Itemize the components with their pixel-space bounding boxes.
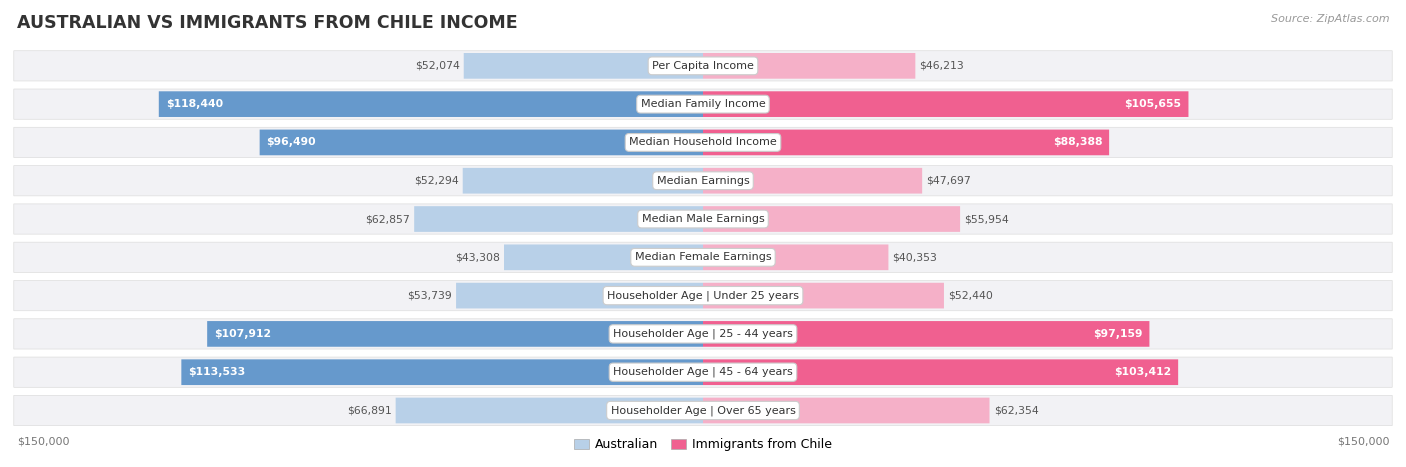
Text: Householder Age | 45 - 64 years: Householder Age | 45 - 64 years (613, 367, 793, 377)
Text: $150,000: $150,000 (1337, 436, 1389, 446)
Text: $113,533: $113,533 (188, 367, 246, 377)
FancyBboxPatch shape (456, 283, 703, 309)
Text: AUSTRALIAN VS IMMIGRANTS FROM CHILE INCOME: AUSTRALIAN VS IMMIGRANTS FROM CHILE INCO… (17, 14, 517, 32)
Text: $52,294: $52,294 (413, 176, 458, 186)
FancyBboxPatch shape (703, 53, 915, 79)
FancyBboxPatch shape (415, 206, 703, 232)
Text: Per Capita Income: Per Capita Income (652, 61, 754, 71)
Text: $40,353: $40,353 (893, 252, 938, 262)
Text: $47,697: $47,697 (927, 176, 972, 186)
Text: $150,000: $150,000 (17, 436, 69, 446)
Text: $105,655: $105,655 (1125, 99, 1181, 109)
FancyBboxPatch shape (503, 244, 703, 270)
Text: Median Household Income: Median Household Income (628, 137, 778, 148)
Text: $55,954: $55,954 (965, 214, 1010, 224)
Text: $62,354: $62,354 (994, 405, 1039, 416)
FancyBboxPatch shape (703, 91, 1188, 117)
Text: Median Family Income: Median Family Income (641, 99, 765, 109)
FancyBboxPatch shape (14, 319, 1392, 349)
Text: $43,308: $43,308 (456, 252, 501, 262)
FancyBboxPatch shape (703, 168, 922, 194)
Text: Householder Age | Over 65 years: Householder Age | Over 65 years (610, 405, 796, 416)
Text: Householder Age | 25 - 44 years: Householder Age | 25 - 44 years (613, 329, 793, 339)
FancyBboxPatch shape (207, 321, 703, 347)
FancyBboxPatch shape (14, 204, 1392, 234)
Text: Median Earnings: Median Earnings (657, 176, 749, 186)
Text: $52,440: $52,440 (948, 290, 993, 301)
FancyBboxPatch shape (703, 129, 1109, 156)
Text: $62,857: $62,857 (366, 214, 411, 224)
FancyBboxPatch shape (181, 359, 703, 385)
Legend: Australian, Immigrants from Chile: Australian, Immigrants from Chile (569, 433, 837, 456)
FancyBboxPatch shape (464, 53, 703, 79)
Text: Source: ZipAtlas.com: Source: ZipAtlas.com (1271, 14, 1389, 24)
FancyBboxPatch shape (703, 397, 990, 424)
FancyBboxPatch shape (703, 321, 1150, 347)
FancyBboxPatch shape (14, 51, 1392, 81)
Text: $88,388: $88,388 (1053, 137, 1102, 148)
FancyBboxPatch shape (14, 127, 1392, 157)
Text: $52,074: $52,074 (415, 61, 460, 71)
Text: Householder Age | Under 25 years: Householder Age | Under 25 years (607, 290, 799, 301)
Text: $103,412: $103,412 (1114, 367, 1171, 377)
FancyBboxPatch shape (14, 242, 1392, 272)
FancyBboxPatch shape (14, 166, 1392, 196)
FancyBboxPatch shape (463, 168, 703, 194)
Text: $97,159: $97,159 (1092, 329, 1143, 339)
FancyBboxPatch shape (14, 89, 1392, 119)
Text: $53,739: $53,739 (408, 290, 451, 301)
FancyBboxPatch shape (14, 357, 1392, 387)
FancyBboxPatch shape (703, 359, 1178, 385)
Text: $118,440: $118,440 (166, 99, 222, 109)
Text: Median Female Earnings: Median Female Earnings (634, 252, 772, 262)
FancyBboxPatch shape (703, 244, 889, 270)
FancyBboxPatch shape (703, 206, 960, 232)
Text: $46,213: $46,213 (920, 61, 965, 71)
FancyBboxPatch shape (703, 283, 943, 309)
Text: $107,912: $107,912 (214, 329, 271, 339)
Text: Median Male Earnings: Median Male Earnings (641, 214, 765, 224)
FancyBboxPatch shape (14, 281, 1392, 311)
FancyBboxPatch shape (14, 396, 1392, 425)
FancyBboxPatch shape (395, 397, 703, 424)
FancyBboxPatch shape (159, 91, 703, 117)
Text: $66,891: $66,891 (347, 405, 391, 416)
FancyBboxPatch shape (260, 129, 703, 156)
Text: $96,490: $96,490 (267, 137, 316, 148)
